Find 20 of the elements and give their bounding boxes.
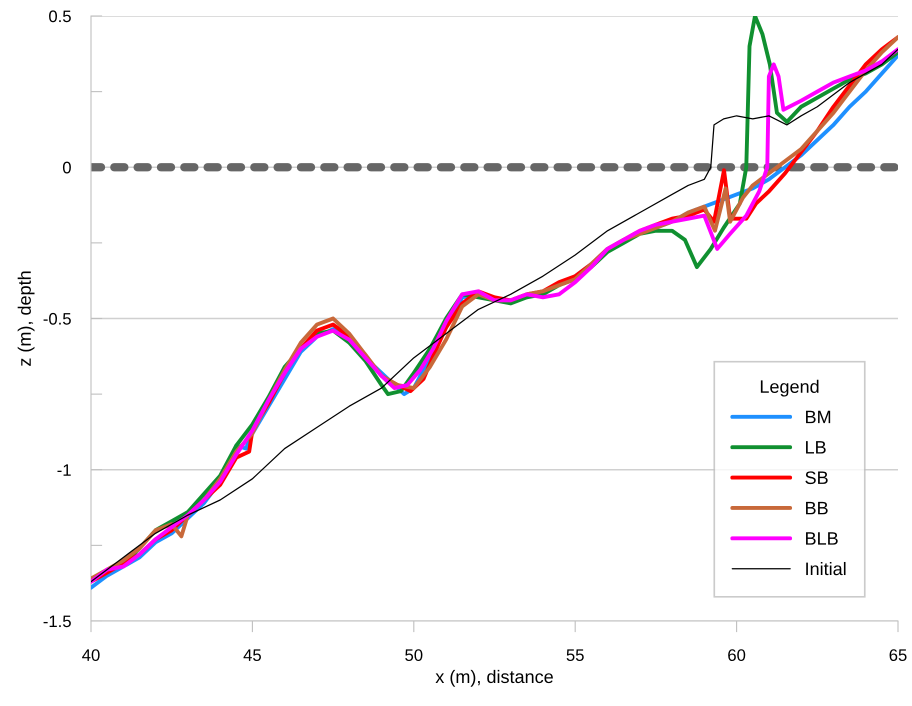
- y-tick-label: -1: [57, 464, 71, 476]
- legend-label: Initial: [806, 562, 846, 576]
- legend-title: Legend: [760, 380, 818, 397]
- x-tick-label: 60: [728, 649, 746, 662]
- x-tick-label: 55: [566, 649, 584, 662]
- legend-label: BLB: [806, 532, 838, 545]
- x-tick-label: 65: [890, 649, 907, 662]
- x-tick-label: 45: [244, 649, 261, 662]
- x-tick-label: 50: [405, 649, 422, 662]
- legend-label: SB: [805, 471, 828, 484]
- legend-label: BM: [806, 410, 830, 424]
- y-axis-title: z (m), depth: [18, 272, 35, 366]
- y-tick-label: -0.5: [44, 312, 71, 325]
- y-tick-label: -1.5: [44, 616, 71, 628]
- y-tick-label: 0: [62, 162, 71, 174]
- x-tick-label: 40: [82, 649, 100, 662]
- x-axis-title: x (m), distance: [436, 670, 553, 687]
- legend-label: LB: [806, 441, 826, 454]
- legend-label: BB: [806, 502, 828, 514]
- y-tick-label: 0.5: [49, 10, 71, 22]
